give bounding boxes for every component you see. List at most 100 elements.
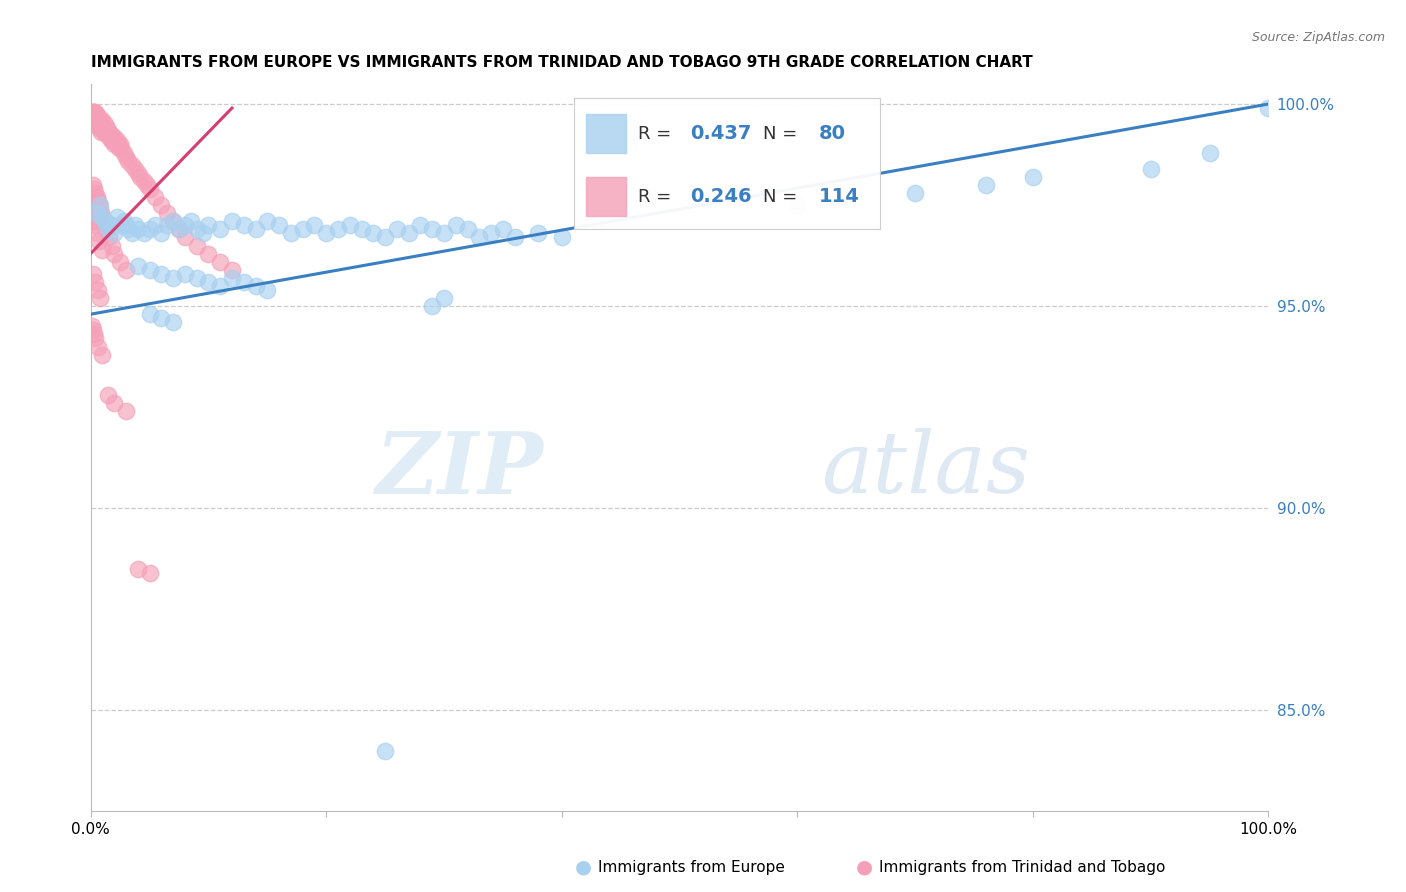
Point bbox=[84, 105, 107, 120]
Point bbox=[82, 267, 104, 281]
Point bbox=[256, 283, 278, 297]
Point bbox=[398, 227, 420, 241]
Point bbox=[186, 222, 208, 236]
Point bbox=[84, 109, 107, 123]
Point bbox=[101, 129, 124, 144]
Point bbox=[108, 137, 131, 152]
Point bbox=[108, 141, 131, 155]
Point bbox=[326, 222, 349, 236]
Point bbox=[86, 206, 108, 220]
Point bbox=[245, 279, 267, 293]
Point bbox=[87, 117, 110, 131]
Point bbox=[87, 121, 110, 136]
Point bbox=[100, 129, 122, 144]
Point bbox=[444, 219, 467, 233]
Point bbox=[87, 235, 110, 249]
Point bbox=[232, 275, 254, 289]
Point bbox=[97, 388, 120, 402]
Point bbox=[197, 275, 219, 289]
Point bbox=[94, 214, 117, 228]
Text: atlas: atlas bbox=[821, 428, 1031, 511]
Point bbox=[83, 327, 105, 342]
Point bbox=[191, 227, 214, 241]
Point bbox=[150, 227, 173, 241]
Point bbox=[457, 222, 479, 236]
Point bbox=[82, 178, 104, 192]
Point bbox=[91, 121, 114, 136]
Point bbox=[904, 186, 927, 200]
Point bbox=[89, 121, 111, 136]
Point bbox=[93, 121, 115, 136]
Point bbox=[180, 214, 202, 228]
Point bbox=[83, 113, 105, 128]
Point bbox=[82, 113, 104, 128]
Point bbox=[98, 125, 121, 139]
Point bbox=[105, 137, 128, 152]
Point bbox=[101, 133, 124, 147]
Point bbox=[167, 222, 190, 236]
Text: ●: ● bbox=[575, 857, 592, 877]
Point bbox=[162, 214, 184, 228]
Point bbox=[97, 125, 120, 139]
Point bbox=[89, 117, 111, 131]
Point bbox=[86, 190, 108, 204]
Point bbox=[374, 744, 396, 758]
Point bbox=[90, 125, 112, 139]
Point bbox=[232, 219, 254, 233]
Point bbox=[492, 222, 515, 236]
Point bbox=[267, 219, 290, 233]
Point bbox=[108, 219, 131, 233]
Point bbox=[145, 190, 167, 204]
Point bbox=[374, 230, 396, 244]
Point bbox=[91, 117, 114, 131]
Point bbox=[127, 562, 149, 576]
Point bbox=[86, 227, 108, 241]
Point bbox=[105, 211, 128, 225]
Point bbox=[115, 404, 138, 418]
Point bbox=[138, 222, 160, 236]
Point bbox=[115, 219, 138, 233]
Point bbox=[112, 214, 135, 228]
Point bbox=[420, 299, 443, 313]
Point bbox=[156, 206, 179, 220]
Point bbox=[97, 222, 120, 236]
Point bbox=[90, 117, 112, 131]
Point bbox=[350, 222, 373, 236]
Point bbox=[186, 270, 208, 285]
Text: Immigrants from Trinidad and Tobago: Immigrants from Trinidad and Tobago bbox=[879, 860, 1166, 874]
Point bbox=[110, 141, 132, 155]
Point bbox=[84, 275, 107, 289]
Point bbox=[108, 254, 131, 268]
Point bbox=[82, 105, 104, 120]
Point bbox=[167, 222, 190, 236]
Point bbox=[503, 230, 526, 244]
Point bbox=[91, 211, 114, 225]
Point bbox=[304, 219, 326, 233]
Point bbox=[90, 121, 112, 136]
Text: Immigrants from Europe: Immigrants from Europe bbox=[598, 860, 785, 874]
Point bbox=[138, 262, 160, 277]
Point bbox=[127, 259, 149, 273]
Point bbox=[361, 227, 384, 241]
Point bbox=[83, 182, 105, 196]
Point bbox=[138, 182, 160, 196]
Point bbox=[124, 219, 146, 233]
Point bbox=[100, 133, 122, 147]
Point bbox=[138, 307, 160, 321]
Point bbox=[83, 109, 105, 123]
Point bbox=[221, 270, 243, 285]
Point bbox=[82, 109, 104, 123]
Point bbox=[280, 227, 302, 241]
Point bbox=[84, 113, 107, 128]
Point bbox=[86, 113, 108, 128]
Point bbox=[1139, 161, 1161, 176]
Point bbox=[551, 230, 574, 244]
Point bbox=[105, 133, 128, 147]
Point bbox=[479, 227, 502, 241]
Point bbox=[89, 291, 111, 305]
Point bbox=[91, 113, 114, 128]
Point bbox=[82, 214, 104, 228]
Point bbox=[209, 222, 232, 236]
Point bbox=[527, 227, 550, 241]
Point bbox=[80, 211, 103, 225]
